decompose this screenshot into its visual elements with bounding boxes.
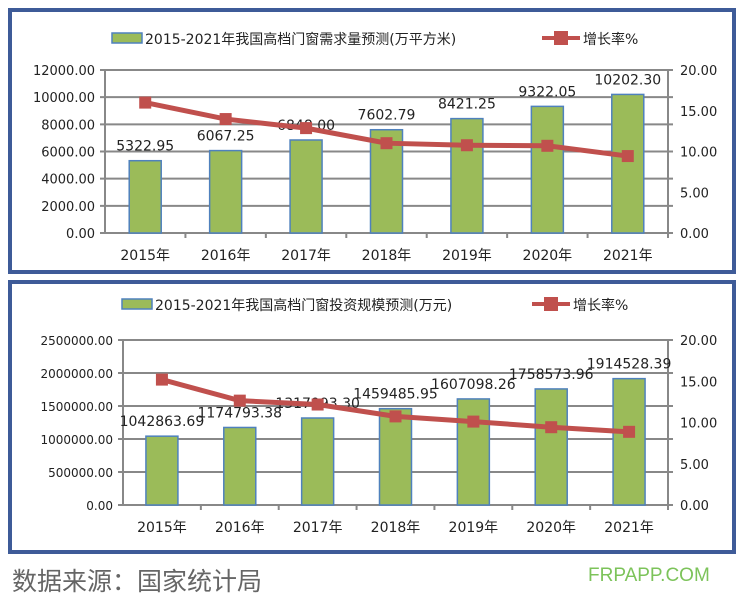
y2-tick-label: 0.00 bbox=[680, 227, 709, 242]
x-tick-label: 2020年 bbox=[526, 520, 576, 536]
x-tick-label: 2015年 bbox=[120, 248, 170, 264]
bar-data-label: 9322.05 bbox=[518, 84, 576, 100]
growth-rate-point bbox=[219, 113, 232, 126]
legend-line-label: 增长率% bbox=[583, 31, 638, 48]
bar-data-label: 1042863.69 bbox=[120, 414, 205, 430]
y-tick-label: 500000.00 bbox=[48, 466, 113, 480]
source-note: 数据来源：国家统计局 bbox=[12, 567, 263, 596]
x-tick-label: 2016年 bbox=[215, 520, 265, 536]
y2-tick-label: 5.00 bbox=[680, 458, 709, 473]
chart-panel-demand: 2015-2021年我国高档门窗需求量预测(万平方米) 增长率% 0.00 2000.… bbox=[8, 8, 736, 274]
y-tick-label: 6000.00 bbox=[41, 146, 95, 161]
y-tick-label: 0.00 bbox=[66, 227, 95, 242]
x-tick-label: 2018年 bbox=[371, 520, 421, 536]
bar bbox=[456, 398, 491, 506]
bar-data-label: 1607098.26 bbox=[431, 377, 516, 393]
x-tick-label: 2015年 bbox=[137, 520, 187, 536]
legend-line-marker bbox=[554, 31, 568, 45]
growth-rate-point bbox=[300, 122, 313, 135]
demand-chart: 2015-2021年我国高档门窗需求量预测(万平方米) 增长率% 0.00 2000.… bbox=[33, 31, 717, 264]
y-tick-label: 1500000.00 bbox=[40, 400, 113, 414]
legend-line-marker bbox=[544, 297, 558, 311]
bar bbox=[612, 377, 646, 506]
x-tick-label: 2016年 bbox=[201, 248, 251, 264]
legend-bar-label: 2015-2021年我国高档门窗投资规模预测(万元) bbox=[155, 297, 452, 314]
growth-rate-point bbox=[389, 410, 402, 423]
x-tick-label: 2019年 bbox=[442, 248, 492, 264]
y-tick-label: 2000000.00 bbox=[40, 367, 113, 381]
growth-rate-point bbox=[233, 394, 246, 407]
y-tick-label: 4000.00 bbox=[41, 173, 95, 188]
bar bbox=[611, 93, 645, 234]
y-tick-label: 10000.00 bbox=[33, 91, 95, 106]
bar bbox=[530, 105, 565, 234]
bar bbox=[223, 426, 257, 506]
x-tick-label: 2017年 bbox=[281, 248, 331, 264]
y2-tick-label: 20.00 bbox=[680, 334, 717, 349]
bar-data-label: 1914528.39 bbox=[587, 357, 672, 373]
growth-rate-point bbox=[621, 150, 634, 163]
x-tick-label: 2020年 bbox=[523, 248, 573, 264]
bar bbox=[450, 117, 484, 234]
brand-watermark: FRPAPP.COM bbox=[588, 565, 710, 586]
y-tick-label: 12000.00 bbox=[33, 64, 95, 79]
bar-data-label: 7602.79 bbox=[358, 108, 416, 124]
y-tick-label: 1000000.00 bbox=[40, 433, 113, 447]
legend-bar-swatch bbox=[121, 298, 153, 310]
bar-data-label: 10202.30 bbox=[594, 72, 661, 88]
bar bbox=[300, 417, 335, 506]
y2-tick-label: 20.00 bbox=[680, 64, 717, 79]
growth-rate-point bbox=[139, 96, 152, 109]
x-tick-label: 2021年 bbox=[604, 520, 654, 536]
bar-data-label: 1459485.95 bbox=[353, 387, 438, 403]
growth-rate-point bbox=[380, 137, 393, 150]
y2-tick-label: 10.00 bbox=[680, 146, 717, 161]
y2-tick-label: 10.00 bbox=[680, 417, 717, 432]
legend-bar-label: 2015-2021年我国高档门窗需求量预测(万平方米) bbox=[145, 31, 456, 48]
bar bbox=[208, 149, 243, 234]
y-tick-label: 8000.00 bbox=[41, 118, 95, 133]
y2-tick-label: 0.00 bbox=[680, 499, 709, 514]
bar bbox=[378, 407, 413, 506]
growth-rate-point bbox=[155, 373, 168, 386]
growth-rate-point bbox=[545, 421, 558, 434]
bar bbox=[534, 388, 568, 506]
legend-line-label: 增长率% bbox=[573, 297, 628, 314]
growth-rate-point bbox=[541, 139, 554, 152]
legend-bar-swatch bbox=[111, 32, 143, 44]
bar bbox=[289, 139, 323, 234]
x-tick-label: 2018年 bbox=[362, 248, 412, 264]
bar-data-label: 1758573.96 bbox=[509, 367, 594, 383]
bar-data-label: 1174793.38 bbox=[197, 405, 282, 421]
y-tick-label: 2000.00 bbox=[41, 200, 95, 215]
y2-tick-label: 5.00 bbox=[680, 186, 709, 201]
bar bbox=[128, 159, 162, 234]
x-tick-label: 2017年 bbox=[293, 520, 343, 536]
bar-data-label: 8421.25 bbox=[438, 97, 496, 113]
x-tick-label: 2021年 bbox=[603, 248, 653, 264]
growth-rate-point bbox=[311, 398, 324, 411]
y-tick-label: 0.00 bbox=[86, 499, 113, 513]
y-tick-label: 2500000.00 bbox=[40, 334, 113, 348]
chart-panel-investment: 2015-2021年我国高档门窗投资规模预测(万元) 增长率% 0.00 500000… bbox=[8, 280, 736, 554]
growth-rate-point bbox=[460, 139, 473, 152]
bar-data-label: 5322.95 bbox=[116, 139, 174, 155]
bar bbox=[145, 435, 179, 506]
growth-rate-point bbox=[467, 415, 480, 428]
y2-tick-label: 15.00 bbox=[680, 375, 717, 390]
growth-rate-point bbox=[623, 425, 636, 438]
investment-chart: 2015-2021年我国高档门窗投资规模预测(万元) 增长率% 0.00 500000… bbox=[40, 297, 717, 536]
x-tick-label: 2019年 bbox=[449, 520, 499, 536]
y2-tick-label: 15.00 bbox=[680, 105, 717, 120]
bar-data-label: 6067.25 bbox=[197, 129, 255, 145]
